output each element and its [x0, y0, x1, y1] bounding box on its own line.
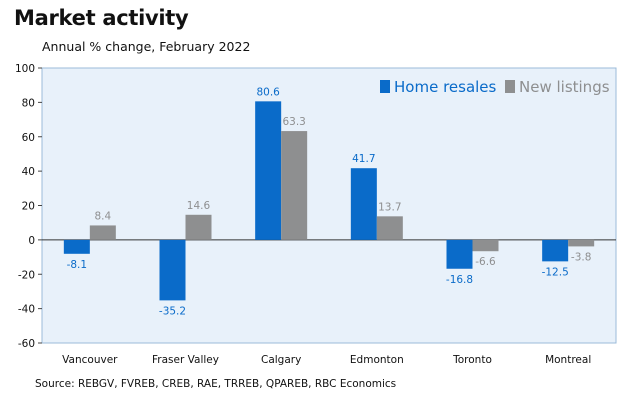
category-label: Edmonton [350, 354, 404, 366]
y-tick-label: -60 [18, 338, 35, 350]
category-label: Fraser Valley [152, 354, 219, 366]
data-label: 80.6 [256, 86, 280, 98]
bar [472, 239, 499, 252]
y-tick-label: 60 [22, 132, 35, 144]
data-label: -3.8 [571, 251, 592, 263]
data-label: -35.2 [159, 305, 186, 317]
legend-label: Home resales [394, 78, 497, 96]
y-axis: -60 -40 -20 0 20 40 60 80 100 [15, 63, 616, 350]
bar [159, 239, 186, 301]
data-label: -6.6 [475, 256, 496, 268]
chart-subtitle: Annual % change, February 2022 [42, 39, 251, 54]
category-label: Montreal [545, 354, 591, 366]
bar [63, 239, 90, 254]
data-label: 41.7 [352, 153, 375, 165]
bar [89, 225, 116, 240]
legend-swatch [505, 80, 515, 93]
bar [542, 239, 569, 262]
y-tick-label: 40 [22, 166, 35, 178]
data-label: -12.5 [542, 266, 569, 278]
y-tick-label: -20 [18, 269, 35, 281]
y-tick-label: 20 [22, 201, 35, 213]
category-labels: Vancouver Fraser Valley Calgary Edmonton Tor… [62, 354, 591, 366]
data-label: 14.6 [187, 200, 211, 212]
data-label: 13.7 [378, 201, 401, 213]
y-tick-label: -40 [18, 304, 35, 316]
category-label: Calgary [261, 354, 301, 366]
legend-swatch [380, 80, 390, 93]
legend-label: New listings [519, 78, 610, 96]
bar [446, 239, 473, 269]
bars [63, 101, 595, 301]
y-tick-label: 0 [28, 235, 35, 247]
data-label: 63.3 [282, 116, 305, 128]
legend: Home resales New listings [380, 78, 610, 96]
bar [185, 214, 212, 240]
data-labels: -8.1 8.4 -35.2 14.6 80.6 63.3 41.7 13.7 -16.8-6.… [67, 86, 592, 317]
chart-title: Market activity [14, 6, 189, 30]
data-label: -16.8 [446, 274, 473, 286]
data-label: -8.1 [67, 259, 88, 271]
bar [255, 101, 282, 240]
category-label: Toronto [452, 354, 492, 366]
source-note: Source: REBGV, FVREB, CREB, RAE, TRREB, … [35, 378, 397, 390]
bar [281, 131, 308, 240]
data-label: 8.4 [94, 210, 111, 222]
category-label: Vancouver [62, 354, 118, 366]
y-tick-label: 80 [22, 97, 35, 109]
bar [376, 216, 403, 240]
plot-background [41, 67, 617, 344]
bar [350, 168, 377, 240]
bar [568, 239, 595, 247]
chart-area: -60 -40 -20 0 20 40 60 80 100 -8.1 8.4 -35.2 14.6 80… [15, 63, 617, 366]
y-tick-label: 100 [15, 63, 35, 75]
